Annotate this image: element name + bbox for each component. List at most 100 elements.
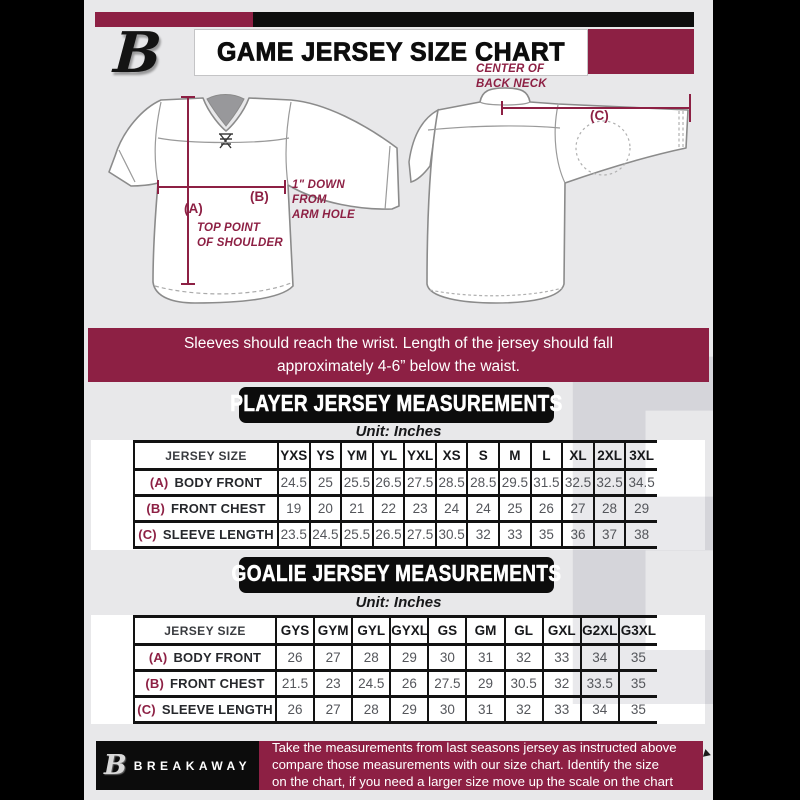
measurement-value: 29 xyxy=(389,643,429,671)
player-size-table: JERSEY SIZE YXS YS YM YL YXL XS S M L XL 2XL 3XL (A) B… xyxy=(133,440,657,549)
measurement-value: 29 xyxy=(465,669,505,697)
measurement-value: 25 xyxy=(308,468,342,496)
measurement-value: 19 xyxy=(277,494,310,522)
measurement-value: 31 xyxy=(465,695,505,724)
measurement-value: 25.5 xyxy=(340,468,373,496)
row-marker: (B) xyxy=(146,501,165,516)
size-table: JERSEY SIZE GYS GYM GYL GYXL GS GM GL GXL G2XL G3X… xyxy=(133,615,657,724)
size-column-header: YXL xyxy=(403,440,436,470)
measurement-value: 33 xyxy=(498,520,531,549)
front-hem-stitch xyxy=(154,282,292,295)
size-column-header: XL xyxy=(561,440,594,470)
goalie-size-table: JERSEY SIZE GYS GYM GYL GYXL GS GM GL GXL G2XL G3X… xyxy=(133,615,657,724)
measurement-value: 26 xyxy=(529,494,563,522)
measurement-value: 23.5 xyxy=(277,520,310,549)
cuff-stitch xyxy=(429,111,684,297)
measurement-value: 21.5 xyxy=(274,669,315,697)
player-section-header: PLAYER JERSEY MEASUREMENTS xyxy=(230,387,563,423)
size-column-header: YXS xyxy=(277,440,310,470)
row-marker: (C) xyxy=(138,527,157,542)
collar-inner xyxy=(206,94,245,127)
table-row: (C) SLEEVE LENGTH 23.5 24.5 25.5 26.5 27.5 30.5… xyxy=(133,520,657,549)
measurement-value: 26 xyxy=(389,669,429,697)
title-box: GAME JERSEY SIZE CHART xyxy=(194,29,588,76)
elbow-stitch xyxy=(575,120,631,176)
size-column-header: GL xyxy=(503,615,543,645)
row-marker: (C) xyxy=(137,702,156,717)
collar-lace xyxy=(219,133,233,149)
measurement-value: 28 xyxy=(351,643,391,671)
measurement-value: 38 xyxy=(624,520,657,549)
size-column-header: GYS xyxy=(274,615,315,645)
measurement-value: 26 xyxy=(274,695,315,724)
measurement-value: 33 xyxy=(541,643,581,671)
size-column-header: GXL xyxy=(541,615,581,645)
back-seams xyxy=(427,101,566,184)
row-label: (C) SLEEVE LENGTH xyxy=(133,520,278,549)
measurement-value: 34 xyxy=(579,643,619,671)
measurement-value: 27 xyxy=(561,494,594,522)
row-marker: (A) xyxy=(149,475,169,490)
measurement-value: 27.5 xyxy=(403,520,436,549)
measurement-value: 30 xyxy=(427,643,467,671)
marker-b-note: 1" DOWN FROM ARM HOLE xyxy=(292,179,355,222)
size-column-header: L xyxy=(529,440,563,470)
measurement-value: 25 xyxy=(498,494,531,522)
size-table: JERSEY SIZE YXS YS YM YL YXL XS S M L XL 2XL 3XL (A) B… xyxy=(133,440,657,549)
measurement-value: 23 xyxy=(403,494,436,522)
size-column-header: M xyxy=(498,440,531,470)
measurement-value: 36 xyxy=(561,520,594,549)
back-left-sleeve xyxy=(408,108,439,183)
measurement-value: 37 xyxy=(592,520,626,549)
size-column-header: G3XL xyxy=(617,615,657,645)
measurement-value: 28 xyxy=(351,695,391,724)
measurement-value: 33.5 xyxy=(579,669,619,697)
measurement-value: 32 xyxy=(541,669,581,697)
measurement-value: 27 xyxy=(313,695,353,724)
measurement-value: 24.5 xyxy=(351,669,391,697)
footer-logo-box: B BREAKAWAY xyxy=(96,741,259,790)
measurement-value: 29.5 xyxy=(498,468,531,496)
footer-instructions: Take the measurements from last seasons … xyxy=(272,740,677,789)
measurement-value: 35 xyxy=(617,643,657,671)
measurement-value: 27 xyxy=(313,643,353,671)
measurement-value: 32.5 xyxy=(592,468,626,496)
table-row: (C) SLEEVE LENGTH 26 27 28 29 30 31 32 33 34 35 xyxy=(133,695,657,724)
front-jersey-diagram xyxy=(108,94,400,304)
size-column-header: GYM xyxy=(313,615,353,645)
jersey-size-header: JERSEY SIZE xyxy=(133,615,276,645)
row-label: (A) BODY FRONT xyxy=(133,643,276,671)
measurement-value: 24.5 xyxy=(277,468,310,496)
size-column-header: XS xyxy=(434,440,468,470)
measurement-value: 20 xyxy=(308,494,342,522)
breakaway-logo-icon: B xyxy=(111,20,164,86)
row-marker: (B) xyxy=(145,676,164,691)
fit-note-banner: Sleeves should reach the wrist. Length o… xyxy=(88,328,709,382)
measurement-value: 30 xyxy=(427,695,467,724)
measurement-value: 33 xyxy=(541,695,581,724)
title-maroon-block xyxy=(586,29,694,74)
measurement-value: 32 xyxy=(503,695,543,724)
measurement-value: 24.5 xyxy=(308,520,342,549)
size-column-header: GYL xyxy=(351,615,391,645)
measurement-value: 27.5 xyxy=(403,468,436,496)
size-column-header: GS xyxy=(427,615,467,645)
measurement-value: 35 xyxy=(617,695,657,724)
size-column-header: 2XL xyxy=(592,440,626,470)
measurement-value: 35 xyxy=(529,520,563,549)
footer-note-box: Take the measurements from last seasons … xyxy=(259,740,703,790)
measurement-value: 29 xyxy=(624,494,657,522)
measurement-value: 35 xyxy=(617,669,657,697)
measurement-value: 30.5 xyxy=(503,669,543,697)
table-row: (A) BODY FRONT 24.5 25 25.5 26.5 27.5 28.5 28.5 2… xyxy=(133,468,657,496)
measurement-value: 23 xyxy=(313,669,353,697)
size-column-header: GYXL xyxy=(389,615,429,645)
row-label: (C) SLEEVE LENGTH xyxy=(133,695,276,724)
marker-a-label: (A) xyxy=(184,201,203,216)
measurement-value: 25.5 xyxy=(340,520,373,549)
measurement-value: 21 xyxy=(340,494,373,522)
measure-lines-back xyxy=(501,94,691,122)
measurement-value: 32.5 xyxy=(561,468,594,496)
measurement-value: 24 xyxy=(434,494,468,522)
measurement-value: 22 xyxy=(371,494,405,522)
